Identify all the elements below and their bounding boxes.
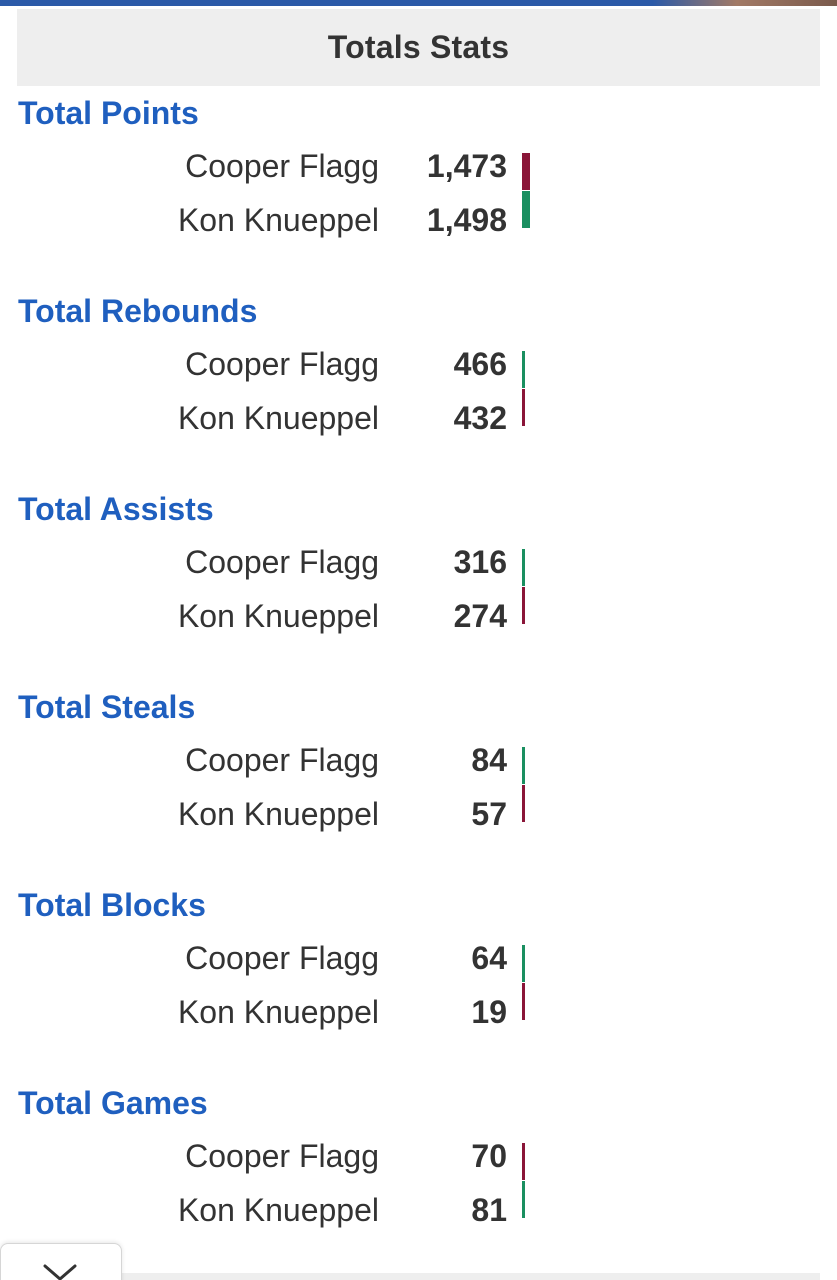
comparison-bar: [522, 153, 530, 190]
player-value: 432: [453, 400, 507, 436]
player-value: 19: [471, 994, 507, 1030]
section-title: Total Points: [18, 95, 199, 131]
section-title: Total Games: [18, 1085, 208, 1121]
comparison-bar: [522, 945, 525, 982]
comparison-bar: [522, 785, 525, 822]
section-title: Total Blocks: [18, 887, 206, 923]
player-value: 316: [453, 544, 507, 580]
player-name: Cooper Flagg: [185, 940, 379, 976]
collapse-toggle-button[interactable]: [0, 1243, 122, 1280]
comparison-bar: [522, 191, 530, 228]
totals-stats-header: Totals Stats: [17, 9, 820, 86]
player-row: Kon Knueppel 81: [0, 1189, 837, 1231]
stat-section-steals: Total Steals Cooper Flagg 84 Kon Knueppe…: [0, 687, 837, 885]
player-name: Kon Knueppel: [177, 400, 379, 436]
player-name: Kon Knueppel: [177, 202, 379, 238]
player-value: 57: [471, 796, 507, 832]
stat-section-points: Total Points Cooper Flagg 1,473 Kon Knue…: [0, 93, 837, 291]
top-banner-strip: [0, 0, 837, 6]
player-value: 70: [471, 1138, 507, 1174]
player-row: Kon Knueppel 19: [0, 991, 837, 1033]
player-value: 1,498: [426, 202, 507, 238]
player-name: Cooper Flagg: [185, 1138, 379, 1174]
player-row: Cooper Flagg 84: [0, 739, 837, 781]
player-name: Kon Knueppel: [177, 994, 379, 1030]
player-row: Kon Knueppel 274: [0, 595, 837, 637]
comparison-bar: [522, 549, 525, 586]
section-title: Total Assists: [18, 491, 214, 527]
comparison-bar: [522, 747, 525, 784]
player-name: Cooper Flagg: [185, 346, 379, 382]
comparison-bar: [522, 587, 525, 624]
comparison-bar: [522, 351, 525, 388]
page-title: Totals Stats: [327, 29, 510, 65]
player-row: Kon Knueppel 1,498: [0, 199, 837, 241]
section-title: Total Steals: [18, 689, 196, 725]
player-row: Cooper Flagg 1,473: [0, 145, 837, 187]
player-name: Kon Knueppel: [177, 796, 379, 832]
player-value: 81: [471, 1192, 507, 1228]
comparison-bar: [522, 389, 525, 426]
bottom-divider: [120, 1273, 820, 1280]
stat-section-rebounds: Total Rebounds Cooper Flagg 466 Kon Knue…: [0, 291, 837, 489]
player-name: Kon Knueppel: [177, 598, 379, 634]
comparison-bar: [522, 1143, 525, 1180]
player-value: 84: [471, 742, 507, 778]
chevron-down-icon: [43, 1264, 77, 1280]
section-title: Total Rebounds: [18, 293, 258, 329]
stat-section-assists: Total Assists Cooper Flagg 316 Kon Knuep…: [0, 489, 837, 687]
player-row: Kon Knueppel 432: [0, 397, 837, 439]
stat-section-blocks: Total Blocks Cooper Flagg 64 Kon Knueppe…: [0, 885, 837, 1083]
player-name: Cooper Flagg: [185, 544, 379, 580]
player-value: 1,473: [426, 148, 507, 184]
comparison-bar: [522, 1181, 525, 1218]
player-name: Kon Knueppel: [177, 1192, 379, 1228]
player-row: Cooper Flagg 316: [0, 541, 837, 583]
stat-section-games: Total Games Cooper Flagg 70 Kon Knueppel…: [0, 1083, 837, 1280]
comparison-bar: [522, 983, 525, 1020]
player-name: Cooper Flagg: [185, 148, 379, 184]
player-value: 64: [471, 940, 507, 976]
player-value: 274: [453, 598, 507, 634]
player-name: Cooper Flagg: [185, 742, 379, 778]
player-row: Kon Knueppel 57: [0, 793, 837, 835]
player-value: 466: [453, 346, 507, 382]
player-row: Cooper Flagg 466: [0, 343, 837, 385]
player-row: Cooper Flagg 64: [0, 937, 837, 979]
player-row: Cooper Flagg 70: [0, 1135, 837, 1177]
